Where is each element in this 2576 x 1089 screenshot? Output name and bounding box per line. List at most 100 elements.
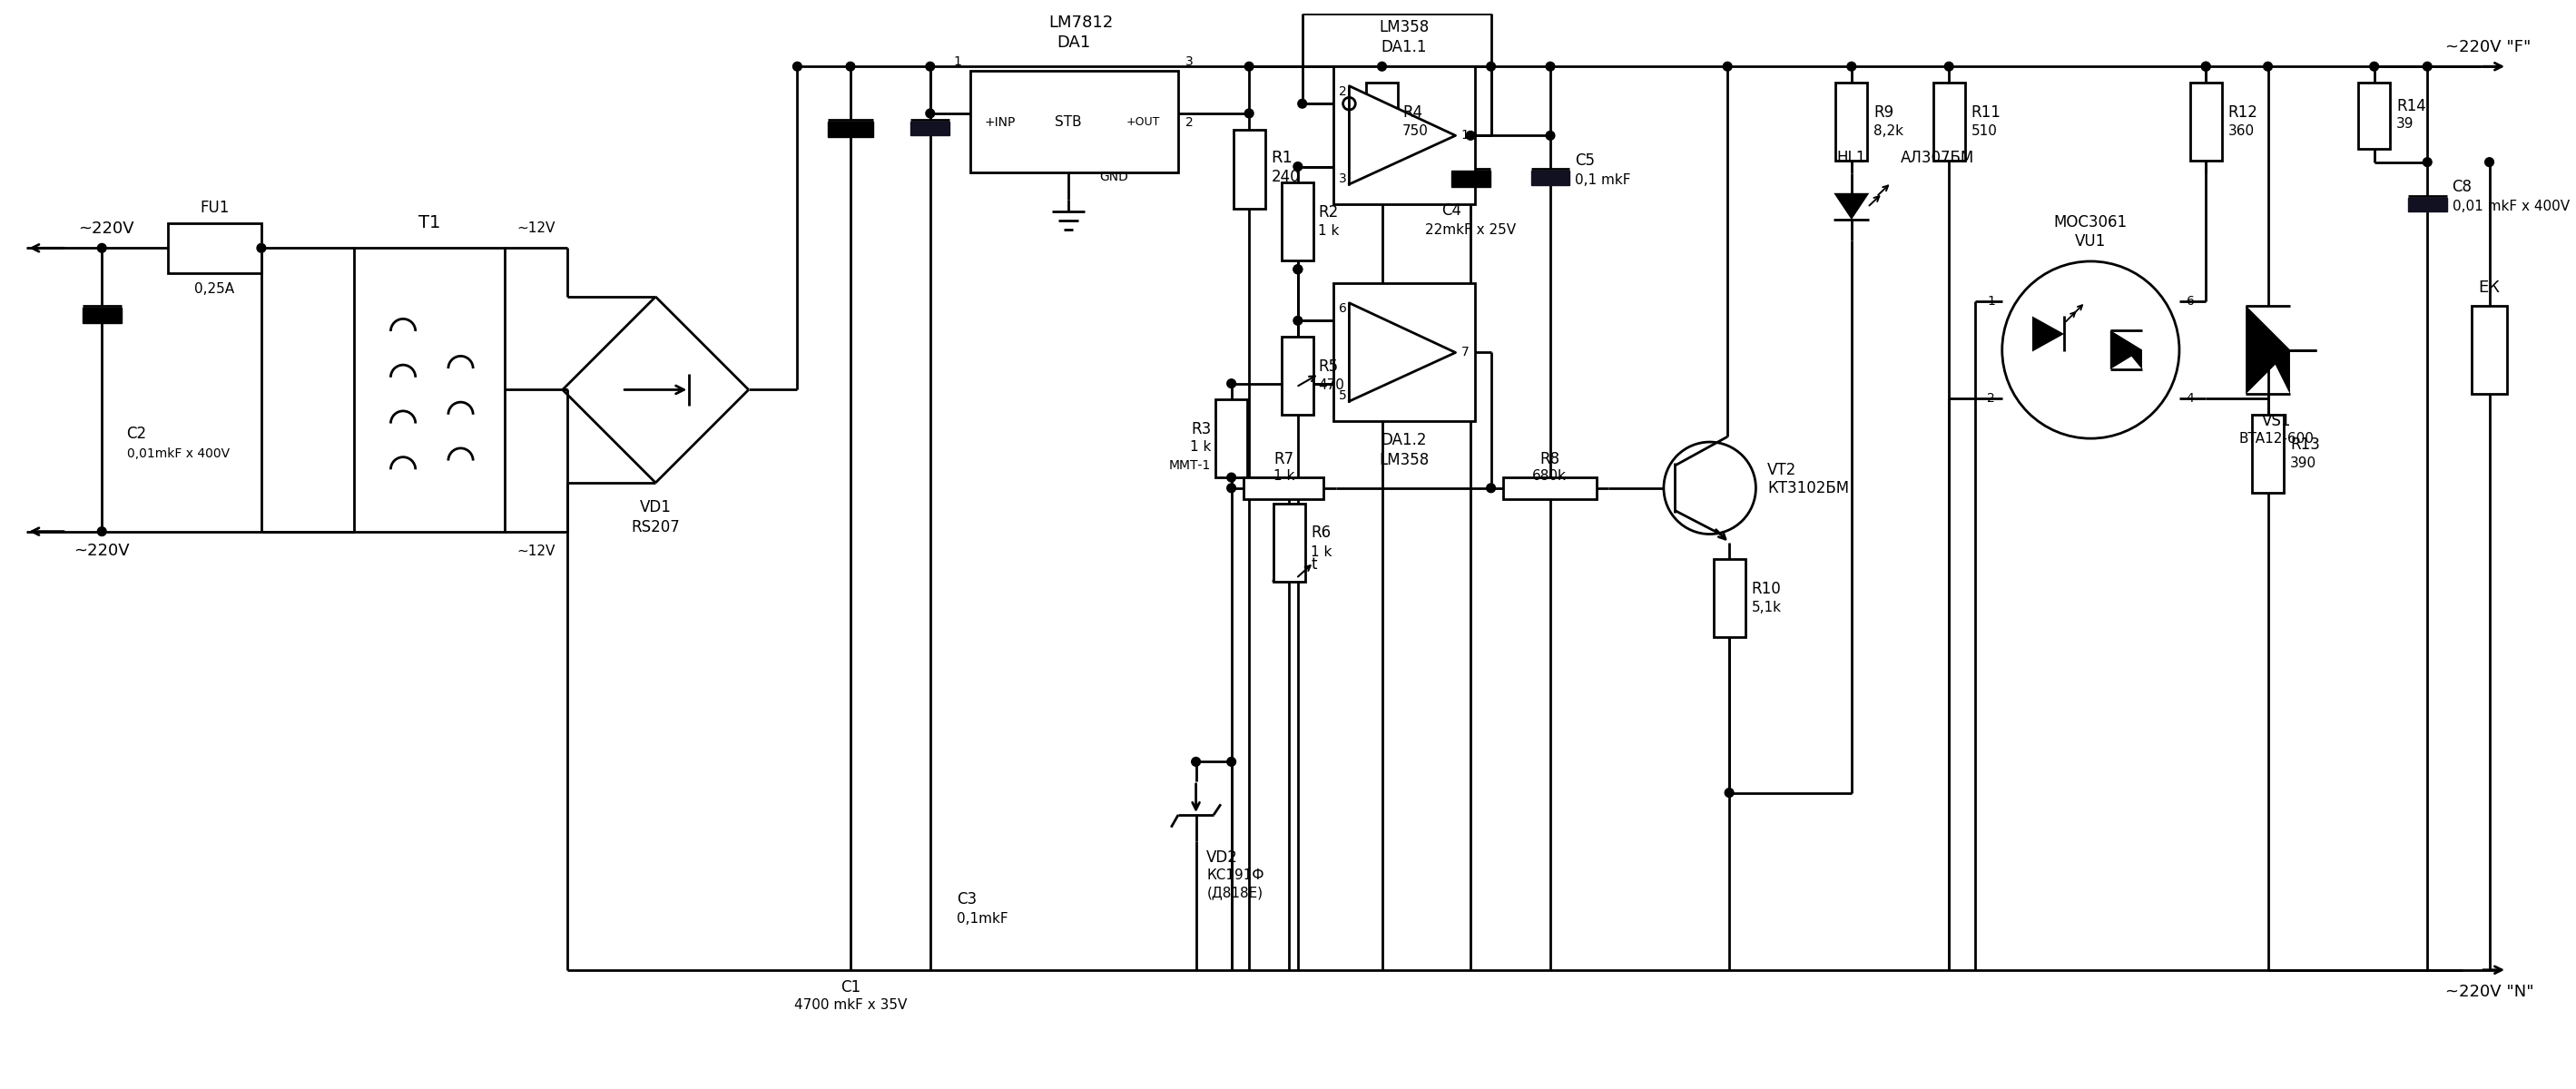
Text: LM358: LM358 — [1378, 452, 1430, 468]
Text: +OUT: +OUT — [1126, 117, 1159, 129]
Polygon shape — [2110, 330, 2143, 369]
Bar — [1216, 400, 1247, 477]
Bar — [1837, 83, 1868, 160]
Circle shape — [2486, 158, 2494, 167]
Circle shape — [1486, 484, 1497, 492]
Text: ~220V "F": ~220V "F" — [2445, 39, 2530, 56]
Text: R11: R11 — [1971, 105, 2002, 121]
Text: VS1: VS1 — [2262, 413, 2293, 429]
Text: ~220V: ~220V — [75, 542, 129, 559]
Text: 1 k: 1 k — [1273, 469, 1293, 482]
Circle shape — [1226, 473, 1236, 481]
Circle shape — [845, 62, 855, 71]
Text: 0,1mkF: 0,1mkF — [956, 911, 1007, 926]
Circle shape — [793, 62, 801, 71]
Text: VU1: VU1 — [2076, 234, 2107, 250]
Text: 2: 2 — [1986, 392, 1994, 405]
Circle shape — [1293, 265, 1303, 273]
Text: 1: 1 — [1461, 130, 1468, 142]
Circle shape — [1378, 62, 1386, 71]
Text: 1 k: 1 k — [1190, 441, 1211, 454]
Text: C2: C2 — [126, 426, 147, 442]
Bar — [1530, 171, 1569, 185]
Text: R10: R10 — [1752, 580, 1780, 597]
Text: DA1.1: DA1.1 — [1381, 39, 1427, 56]
Bar — [2470, 306, 2506, 394]
Text: 0,25А: 0,25А — [193, 282, 234, 295]
Circle shape — [1244, 109, 1255, 118]
Bar — [1450, 171, 1489, 187]
Circle shape — [2264, 62, 2272, 71]
Bar — [1283, 183, 1314, 260]
Text: C1: C1 — [840, 979, 860, 995]
Text: VT2: VT2 — [1767, 462, 1795, 478]
Text: АЛ307БМ: АЛ307БМ — [1901, 149, 1973, 166]
Circle shape — [1226, 379, 1236, 388]
Bar — [1932, 83, 1965, 160]
Text: 0,1 mkF: 0,1 mkF — [1574, 173, 1631, 186]
Text: R2: R2 — [1319, 205, 1340, 221]
Circle shape — [1945, 62, 1953, 71]
Bar — [82, 307, 121, 323]
Bar — [1504, 477, 1597, 499]
Text: 3: 3 — [1340, 172, 1347, 185]
Text: R1: R1 — [1270, 149, 1293, 166]
Text: 680k: 680k — [1533, 469, 1566, 482]
Text: 360: 360 — [2228, 124, 2254, 138]
Text: C4: C4 — [1443, 203, 1461, 219]
Text: МОС3061: МОС3061 — [2053, 215, 2128, 231]
Text: +INP: +INP — [984, 115, 1015, 129]
Polygon shape — [1350, 303, 1455, 401]
Text: ММТ-1: ММТ-1 — [1170, 460, 1211, 473]
Circle shape — [258, 244, 265, 253]
Text: 39: 39 — [2396, 118, 2414, 131]
Text: C3: C3 — [956, 891, 976, 907]
Text: КТ3102БМ: КТ3102БМ — [1767, 480, 1850, 497]
Circle shape — [925, 109, 935, 118]
Circle shape — [1546, 131, 1556, 140]
Bar — [1713, 559, 1744, 637]
Circle shape — [1244, 62, 1255, 71]
Circle shape — [1226, 484, 1236, 492]
Text: 0,01 mkF x 400V: 0,01 mkF x 400V — [2452, 199, 2568, 213]
Text: 4: 4 — [2187, 392, 2195, 405]
Text: C8: C8 — [2452, 179, 2473, 195]
Circle shape — [1466, 131, 1476, 140]
Text: 8,2k: 8,2k — [1873, 124, 1904, 138]
Text: (Д818Е): (Д818Е) — [1206, 886, 1262, 900]
Text: BTA12-600: BTA12-600 — [2239, 431, 2313, 445]
Text: R9: R9 — [1873, 105, 1893, 121]
Bar — [167, 223, 260, 273]
Polygon shape — [2246, 306, 2290, 394]
Bar — [1283, 337, 1314, 415]
Circle shape — [1298, 99, 1306, 108]
Circle shape — [1486, 62, 1497, 71]
Text: FU1: FU1 — [201, 200, 229, 217]
Text: DA1: DA1 — [1056, 35, 1090, 51]
Text: 0,01mkF x 400V: 0,01mkF x 400V — [126, 448, 229, 460]
Circle shape — [1293, 316, 1303, 326]
Text: t: t — [1311, 556, 1316, 573]
Text: HL1: HL1 — [1837, 149, 1865, 166]
Bar — [1234, 130, 1265, 209]
Text: ~220V: ~220V — [77, 220, 134, 236]
Text: R12: R12 — [2228, 105, 2257, 121]
Polygon shape — [1350, 86, 1455, 184]
Text: R8: R8 — [1540, 451, 1558, 467]
Text: RS207: RS207 — [631, 518, 680, 535]
Circle shape — [1726, 788, 1734, 797]
Text: LM7812: LM7812 — [1048, 15, 1113, 32]
Text: GND: GND — [1100, 171, 1128, 184]
Text: ЕК: ЕК — [2478, 280, 2501, 296]
Bar — [1244, 477, 1324, 499]
Text: 2: 2 — [1340, 85, 1347, 98]
Text: R13: R13 — [2290, 437, 2321, 453]
Text: VD2: VD2 — [1206, 849, 1239, 866]
Circle shape — [1293, 162, 1303, 171]
Bar — [827, 121, 873, 137]
Polygon shape — [2032, 316, 2063, 352]
Text: STB: STB — [1056, 115, 1082, 130]
Text: VD1: VD1 — [639, 500, 672, 516]
Text: 6: 6 — [2187, 295, 2195, 307]
Text: 1 k: 1 k — [1311, 544, 1332, 559]
